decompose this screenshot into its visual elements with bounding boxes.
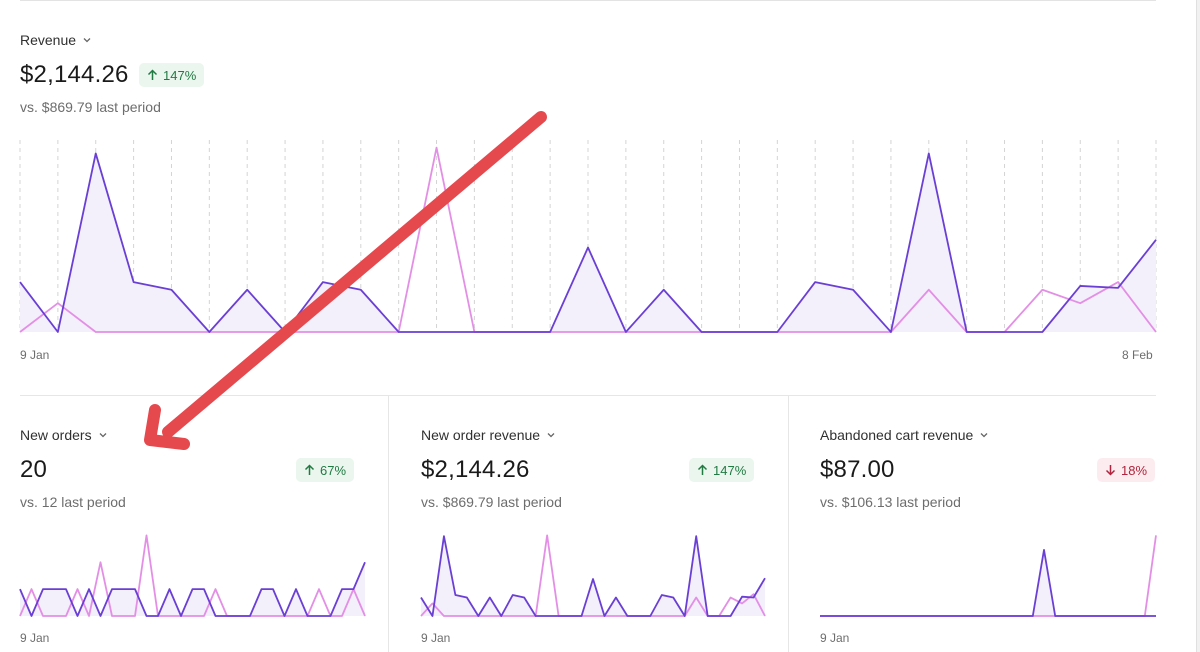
abandoned-cart-revenue-value: $87.00: [820, 456, 895, 483]
new-orders-change-badge: 67%: [296, 458, 355, 482]
arrow-up-icon: [304, 464, 315, 475]
previous-period-line: [820, 535, 1157, 617]
revenue-chart: [19, 140, 1157, 333]
arrow-up-icon: [697, 464, 708, 475]
current-period-area: [20, 562, 365, 616]
new-order-revenue-change-badge: 147%: [689, 458, 755, 482]
chevron-down-icon: [980, 433, 988, 438]
abandoned-cart-revenue-x-start-label: 9 Jan: [820, 631, 850, 645]
chevron-down-icon: [83, 38, 91, 43]
abandoned-cart-revenue-comparison: vs. $106.13 last period: [820, 494, 961, 510]
current-period-line: [820, 548, 1156, 617]
revenue-change-badge: 147%: [139, 63, 205, 87]
abandoned-cart-revenue-title: Abandoned cart revenue: [820, 427, 974, 443]
current-period-area: [20, 153, 1156, 332]
revenue-x-end-label: 8 Feb: [1122, 348, 1153, 362]
new-order-revenue-title: New order revenue: [421, 427, 541, 443]
current-period-line: [19, 561, 366, 617]
new-orders-value: 20: [20, 456, 48, 483]
new-order-revenue-x-start-label: 9 Jan: [421, 631, 451, 645]
new-order-revenue-value: $2,144.26: [421, 456, 530, 483]
revenue-title: Revenue: [20, 32, 77, 48]
top-divider: [20, 0, 1156, 1]
new-orders-metric-selector[interactable]: New orders: [20, 427, 108, 443]
current-period-area: [421, 536, 765, 616]
arrow-down-icon: [1105, 465, 1116, 476]
card-divider: [388, 396, 389, 652]
new-orders-x-start-label: 9 Jan: [20, 631, 50, 645]
new-order-revenue-metric-selector[interactable]: New order revenue: [421, 427, 556, 443]
annotation-arrow-head: [144, 404, 190, 450]
chevron-down-icon: [99, 433, 107, 438]
revenue-x-start-label: 9 Jan: [20, 348, 50, 362]
revenue-value: $2,144.26: [20, 61, 129, 88]
new-orders-comparison: vs. 12 last period: [20, 494, 126, 510]
abandoned-cart-revenue-metric-selector[interactable]: Abandoned cart revenue: [820, 427, 989, 443]
card-divider: [788, 396, 789, 652]
revenue-metric-selector[interactable]: Revenue: [20, 32, 92, 48]
abandoned-cart-revenue-change-value: 18%: [1121, 462, 1148, 478]
new-orders-title: New orders: [20, 427, 92, 443]
current-period-line: [420, 535, 766, 617]
revenue-change-value: 147%: [163, 67, 197, 83]
new-orders-change-value: 67%: [320, 462, 347, 478]
current-period-area: [820, 549, 1156, 616]
abandoned-cart-revenue-chart: [820, 535, 1157, 617]
revenue-comparison: vs. $869.79 last period: [20, 99, 161, 115]
arrow-up-icon: [147, 69, 158, 80]
chevron-down-icon: [547, 433, 555, 438]
new-order-revenue-change-value: 147%: [713, 462, 747, 478]
new-order-revenue-comparison: vs. $869.79 last period: [421, 494, 562, 510]
window-scrollbar[interactable]: [1196, 0, 1200, 652]
section-divider: [20, 395, 1156, 396]
abandoned-cart-revenue-change-badge: 18%: [1097, 458, 1156, 482]
new-order-revenue-chart: [420, 534, 766, 617]
new-orders-chart: [19, 534, 366, 617]
